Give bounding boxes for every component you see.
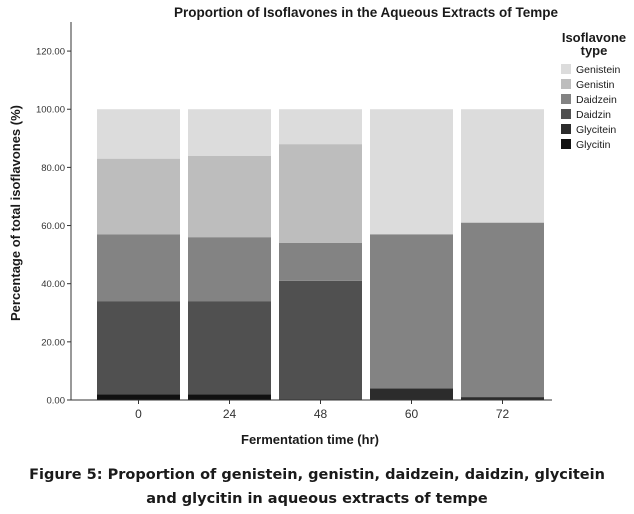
bar-segments [97,109,544,400]
bar-segment-genistin-48 [279,144,362,243]
bar-segment-glycitin-24 [188,394,271,400]
legend-label-daidzin: Daidzin [576,109,611,121]
legend-swatch-genistein [561,64,571,74]
legend-label-genistein: Genistein [576,64,621,76]
bar-segment-genistin-24 [188,155,271,238]
y-tick-label: 120.00 [36,47,65,58]
legend-label-glycitein: Glycitein [576,124,616,136]
caption-line-1: Figure 5: Proportion of genistein, genis… [29,467,605,483]
x-axis-label: Fermentation time (hr) [241,432,379,447]
legend-swatch-daidzin [561,109,571,119]
bar-segment-daidzin-24 [188,301,271,395]
bar-segment-daidzin-0 [97,301,180,395]
bar-segment-daidzein-60 [370,234,453,389]
x-tick-label: 72 [496,407,510,421]
bar-segment-genistein-0 [97,109,180,159]
legend-title-line-1: Isoflavone [562,30,626,45]
y-tick-label: 20.00 [41,337,65,348]
bar-segment-genistein-60 [370,109,453,235]
legend-swatch-genistin [561,79,571,89]
bar-segment-daidzin-48 [279,280,362,400]
y-tick-label: 100.00 [36,105,65,116]
bar-segment-glycitin-0 [97,394,180,400]
bar-segment-genistein-24 [188,109,271,156]
x-tick-label: 24 [223,407,237,421]
y-axis-ticks: 0.00 20.00 40.00 60.00 80.00 100.00 120.00 [36,47,71,407]
bar-segment-daidzein-72 [461,222,544,398]
y-axis-label: Percentage of total isoflavones (%) [8,105,23,321]
legend-label-glycitin: Glycitin [576,139,611,151]
x-tick-label: 60 [405,407,419,421]
bar-segment-genistin-0 [97,158,180,235]
bar-segment-glycitein-72 [461,397,544,400]
legend-title-line-2: type [581,43,608,58]
x-tick-label: 48 [314,407,328,421]
y-tick-label: 0.00 [47,396,66,407]
y-tick-label: 80.00 [41,163,65,174]
legend-swatch-daidzein [561,94,571,104]
legend-label-daidzein: Daidzein [576,94,617,106]
y-tick-label: 60.00 [41,221,65,232]
x-axis-ticks: 0 24 48 60 72 [135,400,509,421]
bar-segment-genistein-48 [279,109,362,145]
x-tick-label: 0 [135,407,142,421]
stacked-bar-chart: Proportion of Isoflavones in the Aqueous… [8,5,626,447]
y-tick-label: 40.00 [41,279,65,290]
legend-swatch-glycitein [561,124,571,134]
bar-segment-daidzein-24 [188,237,271,302]
chart-title: Proportion of Isoflavones in the Aqueous… [174,5,559,20]
figure-caption: Figure 5: Proportion of genistein, genis… [0,463,634,511]
legend-label-genistin: Genistin [576,79,615,91]
legend-swatch-glycitin [561,139,571,149]
bar-segment-daidzein-48 [279,242,362,281]
caption-line-2: and glycitin in aqueous extracts of temp… [146,491,488,507]
legend: Genistein Genistin Daidzein Daidzin Glycitei… [561,64,621,151]
bar-segment-genistein-72 [461,109,544,223]
bar-segment-daidzein-0 [97,234,180,302]
bar-segment-glycitein-60 [370,388,453,400]
